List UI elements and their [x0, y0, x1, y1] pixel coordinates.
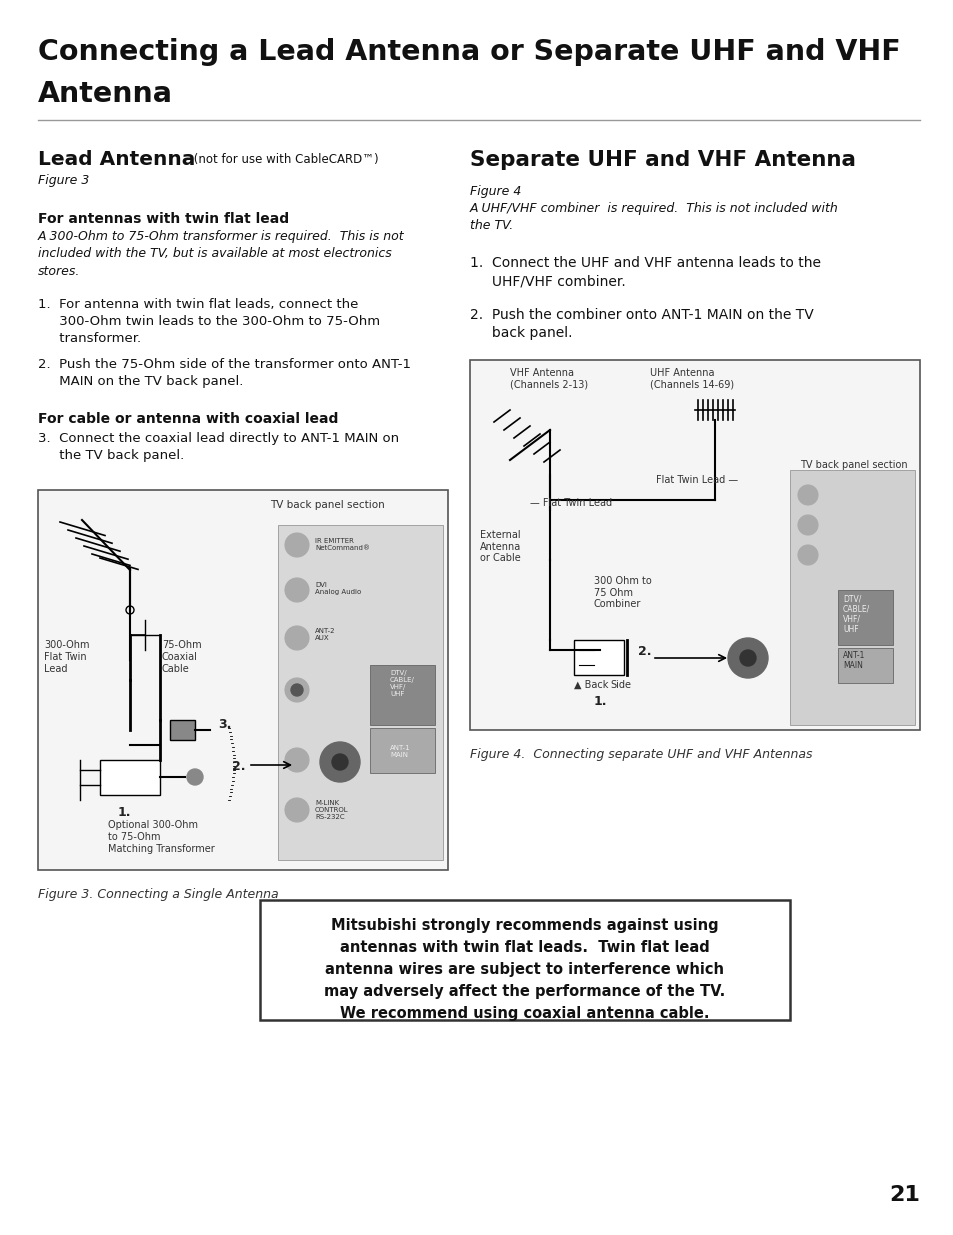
- Text: A 300-Ohm to 75-Ohm transformer is required.  This is not
included with the TV, : A 300-Ohm to 75-Ohm transformer is requi…: [38, 230, 404, 278]
- Circle shape: [595, 661, 602, 669]
- Circle shape: [285, 578, 309, 601]
- Circle shape: [797, 485, 817, 505]
- Circle shape: [285, 534, 309, 557]
- Text: 300 Ohm to
75 Ohm
Combiner: 300 Ohm to 75 Ohm Combiner: [594, 576, 651, 609]
- Text: Separate UHF and VHF Antenna: Separate UHF and VHF Antenna: [470, 149, 855, 170]
- Bar: [170, 720, 194, 740]
- Text: M-LINK
CONTROL
RS-232C: M-LINK CONTROL RS-232C: [314, 800, 348, 820]
- Circle shape: [595, 646, 602, 655]
- Text: 2.: 2.: [638, 645, 651, 658]
- Text: (not for use with CableCARD™): (not for use with CableCARD™): [190, 153, 378, 165]
- Text: Lead Antenna: Lead Antenna: [38, 149, 195, 169]
- Circle shape: [285, 798, 309, 823]
- Text: Figure 4.  Connecting separate UHF and VHF Antennas: Figure 4. Connecting separate UHF and VH…: [470, 748, 812, 761]
- Circle shape: [285, 626, 309, 650]
- Bar: [837, 590, 892, 645]
- Text: TV back panel section: TV back panel section: [800, 459, 906, 471]
- Bar: [789, 471, 914, 725]
- Text: UHF Antenna
(Channels 14-69): UHF Antenna (Channels 14-69): [649, 368, 734, 389]
- Bar: [470, 359, 919, 730]
- Text: — Flat Twin Lead: — Flat Twin Lead: [530, 498, 612, 508]
- Text: IR EMITTER
NetCommand®: IR EMITTER NetCommand®: [314, 538, 370, 551]
- Text: We recommend using coaxial antenna cable.: We recommend using coaxial antenna cable…: [340, 1007, 709, 1021]
- Circle shape: [319, 742, 359, 782]
- Text: For cable or antenna with coaxial lead: For cable or antenna with coaxial lead: [38, 412, 338, 426]
- Text: ANT-1
MAIN: ANT-1 MAIN: [842, 651, 864, 671]
- Bar: [277, 525, 442, 860]
- Circle shape: [285, 748, 309, 772]
- Bar: [38, 490, 448, 869]
- Text: Figure 4: Figure 4: [470, 185, 521, 198]
- Bar: [370, 727, 435, 773]
- Text: antenna wires are subject to interference which: antenna wires are subject to interferenc…: [325, 962, 723, 977]
- Circle shape: [187, 769, 203, 785]
- Text: 1.: 1.: [594, 695, 607, 708]
- Text: 21: 21: [888, 1186, 919, 1205]
- Bar: [370, 664, 435, 725]
- Bar: [837, 648, 892, 683]
- Text: 300-Ohm
Flat Twin
Lead: 300-Ohm Flat Twin Lead: [44, 640, 90, 674]
- Text: Connecting a Lead Antenna or Separate UHF and VHF: Connecting a Lead Antenna or Separate UH…: [38, 38, 900, 65]
- Text: 2.  Push the combiner onto ANT-1 MAIN on the TV
     back panel.: 2. Push the combiner onto ANT-1 MAIN on …: [470, 308, 813, 341]
- Text: A UHF/VHF combiner  is required.  This is not included with
the TV.: A UHF/VHF combiner is required. This is …: [470, 203, 838, 232]
- Text: Figure 3: Figure 3: [38, 174, 90, 186]
- Text: TV back panel section: TV back panel section: [270, 500, 384, 510]
- Text: 2.: 2.: [232, 760, 245, 773]
- Text: 75-Ohm
Coaxial
Cable: 75-Ohm Coaxial Cable: [162, 640, 201, 674]
- Text: 1.: 1.: [118, 806, 132, 819]
- Text: ▲ Back: ▲ Back: [574, 680, 608, 690]
- Text: Optional 300-Ohm
to 75-Ohm
Matching Transformer: Optional 300-Ohm to 75-Ohm Matching Tran…: [108, 820, 214, 853]
- Circle shape: [285, 678, 309, 701]
- Text: DTV/
CABLE/
VHF/
UHF: DTV/ CABLE/ VHF/ UHF: [842, 594, 869, 635]
- Bar: [260, 900, 789, 1020]
- Text: 1.  Connect the UHF and VHF antenna leads to the
     UHF/VHF combiner.: 1. Connect the UHF and VHF antenna leads…: [470, 256, 821, 289]
- Circle shape: [291, 684, 303, 697]
- Text: Figure 3. Connecting a Single Antenna: Figure 3. Connecting a Single Antenna: [38, 888, 278, 902]
- Bar: [100, 760, 160, 795]
- Circle shape: [332, 755, 348, 769]
- Text: VHF Antenna
(Channels 2-13): VHF Antenna (Channels 2-13): [510, 368, 587, 389]
- Text: Side: Side: [609, 680, 630, 690]
- Text: 2.  Push the 75-Ohm side of the transformer onto ANT-1
     MAIN on the TV back : 2. Push the 75-Ohm side of the transform…: [38, 358, 411, 388]
- Text: Flat Twin Lead —: Flat Twin Lead —: [656, 475, 738, 485]
- Text: ANT-2
AUX: ANT-2 AUX: [314, 629, 335, 641]
- Circle shape: [797, 515, 817, 535]
- Text: 3.  Connect the coaxial lead directly to ANT-1 MAIN on
     the TV back panel.: 3. Connect the coaxial lead directly to …: [38, 432, 398, 462]
- Text: For antennas with twin flat lead: For antennas with twin flat lead: [38, 212, 289, 226]
- Text: DVI
Analog Audio: DVI Analog Audio: [314, 582, 361, 595]
- Circle shape: [727, 638, 767, 678]
- Text: antennas with twin flat leads.  Twin flat lead: antennas with twin flat leads. Twin flat…: [340, 940, 709, 955]
- Text: may adversely affect the performance of the TV.: may adversely affect the performance of …: [324, 984, 725, 999]
- Text: 1.  For antenna with twin flat leads, connect the
     300-Ohm twin leads to the: 1. For antenna with twin flat leads, con…: [38, 298, 379, 345]
- Circle shape: [797, 545, 817, 564]
- Bar: [574, 640, 623, 676]
- Text: ANT-1
MAIN: ANT-1 MAIN: [390, 745, 410, 758]
- Text: Antenna: Antenna: [38, 80, 172, 107]
- Text: 3.: 3.: [218, 718, 232, 731]
- Circle shape: [740, 650, 755, 666]
- Text: DTV/
CABLE/
VHF/
UHF: DTV/ CABLE/ VHF/ UHF: [390, 671, 415, 697]
- Text: Mitsubishi strongly recommends against using: Mitsubishi strongly recommends against u…: [331, 918, 718, 932]
- Text: External
Antenna
or Cable: External Antenna or Cable: [479, 530, 520, 563]
